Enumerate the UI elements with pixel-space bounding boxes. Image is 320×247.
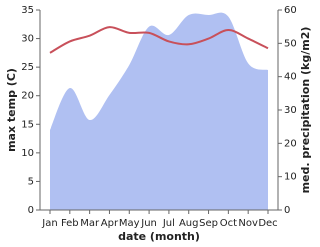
x-tick-label: Dec: [258, 218, 277, 229]
x-tick-label: Jan: [41, 218, 57, 229]
y2-tick-label: 50: [284, 38, 297, 49]
y2-tick-label: 20: [284, 138, 297, 149]
y-tick-label: 25: [21, 62, 34, 73]
y2-tick-label: 60: [284, 5, 297, 16]
area: [50, 12, 268, 210]
y-tick-label: 5: [28, 176, 34, 187]
y2-axis-label: med. precipitation (kg/m2): [299, 27, 312, 194]
x-tick-label: Jul: [162, 218, 175, 229]
x-tick-label: Apr: [101, 218, 119, 229]
x-tick-label: Oct: [220, 218, 237, 229]
y-tick-label: 15: [21, 119, 34, 130]
y-axis-label: max temp (C): [5, 68, 18, 152]
x-tick-label: Aug: [179, 218, 199, 229]
x-tick-label: May: [119, 218, 140, 229]
x-axis-label: date (month): [118, 230, 200, 243]
y2-tick-label: 40: [284, 72, 297, 83]
y-tick-label: 20: [21, 91, 34, 102]
y2-tick-label: 10: [284, 172, 297, 183]
y2-tick-label: 30: [284, 105, 297, 116]
x-tick-label: Nov: [238, 218, 258, 229]
x-tick-label: Mar: [80, 218, 100, 229]
y-tick-label: 0: [28, 205, 34, 216]
line: [49, 26, 269, 54]
x-tick-label: Feb: [61, 218, 79, 229]
y-tick-label: 30: [21, 34, 34, 45]
x-tick-label: Sep: [199, 218, 218, 229]
y-tick-label: 35: [21, 5, 34, 16]
x-tick-label: Jun: [140, 218, 157, 229]
y2-tick-label: 0: [284, 205, 290, 216]
y-tick-label: 10: [21, 148, 34, 159]
